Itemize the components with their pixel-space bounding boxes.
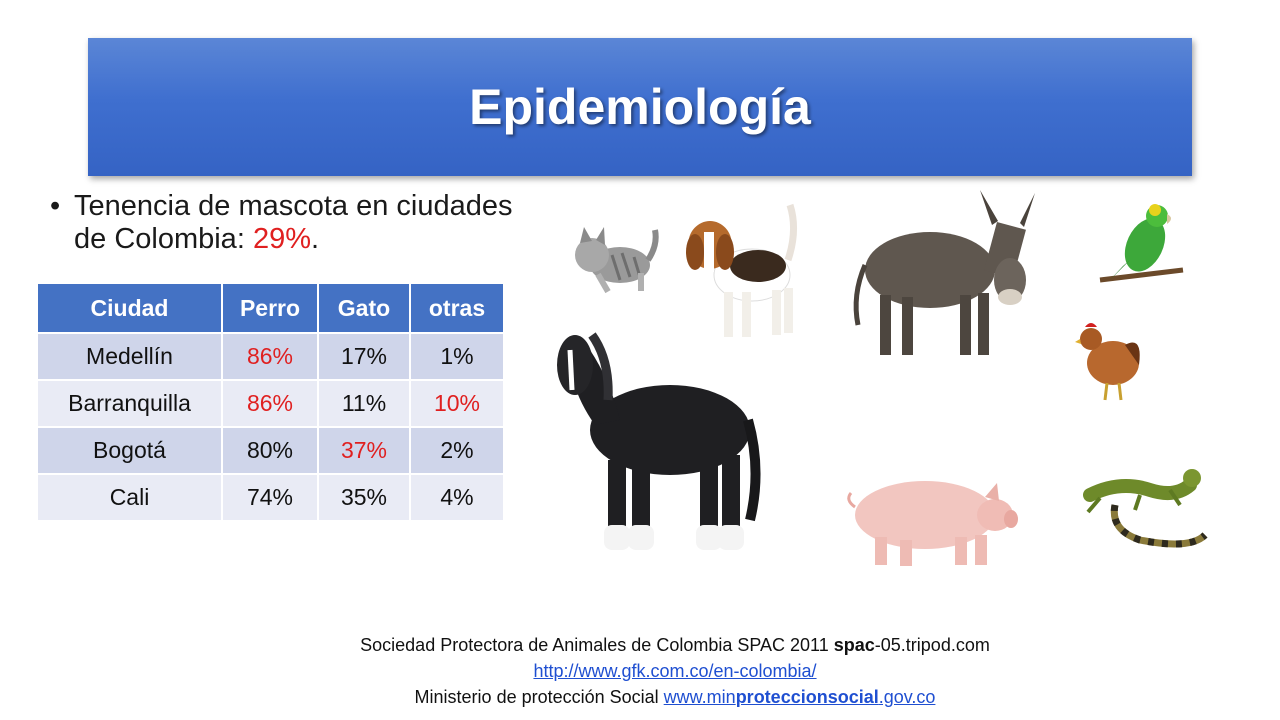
bullet-text: Tenencia de mascota en ciudades de Colom… <box>74 190 513 255</box>
table-row: Barranquilla 86% 11% 10% <box>38 380 505 428</box>
bullet-point: • Tenencia de mascota en ciudades de Col… <box>50 190 520 256</box>
cell-city: Medellín <box>38 333 223 381</box>
cell-perro: 86% <box>222 380 319 428</box>
cell-gato: 17% <box>318 333 411 381</box>
cat-image <box>575 227 659 294</box>
animal-images <box>540 185 1220 585</box>
cell-city: Barranquilla <box>38 380 223 428</box>
source-link-minproteccion[interactable]: www.minproteccionsocial.gov.co <box>663 687 936 707</box>
table-row: Medellín 86% 17% 1% <box>38 333 505 381</box>
header-ciudad: Ciudad <box>38 284 223 334</box>
cell-otras: 10% <box>410 380 505 428</box>
cell-otras: 4% <box>410 474 505 522</box>
pig-image <box>847 481 1018 566</box>
hen-image <box>1075 323 1140 401</box>
beagle-image <box>686 203 797 337</box>
cell-perro: 74% <box>222 474 319 522</box>
cell-perro: 86% <box>222 333 319 381</box>
source-line-3: Ministerio de protección Social www.minp… <box>414 687 936 707</box>
cell-perro: 80% <box>222 427 319 475</box>
bullet-dot-icon: • <box>50 190 61 222</box>
pet-ownership-table: Ciudad Perro Gato otras Medellín 86% 17%… <box>38 284 505 522</box>
donkey-image <box>853 190 1035 355</box>
header-gato: Gato <box>318 284 411 334</box>
parrot-image <box>1099 204 1184 283</box>
table-header-row: Ciudad Perro Gato otras <box>38 284 505 334</box>
cell-otras: 2% <box>410 427 505 475</box>
cell-gato: 37% <box>318 427 411 475</box>
title-bar: Epidemiología <box>88 38 1192 176</box>
slide-title: Epidemiología <box>469 79 811 135</box>
source-link-gfk[interactable]: http://www.gfk.com.co/en-colombia/ <box>533 661 817 681</box>
table-row: Bogotá 80% 37% 2% <box>38 427 505 475</box>
cell-otras: 1% <box>410 333 505 381</box>
source-line-1: Sociedad Protectora de Animales de Colom… <box>360 635 990 655</box>
cell-gato: 11% <box>318 380 411 428</box>
header-otras: otras <box>410 284 505 334</box>
cell-gato: 35% <box>318 474 411 522</box>
horse-image <box>557 332 761 550</box>
cell-city: Cali <box>38 474 223 522</box>
header-perro: Perro <box>222 284 319 334</box>
table-row: Cali 74% 35% 4% <box>38 474 505 522</box>
cell-city: Bogotá <box>38 427 223 475</box>
footer-sources: Sociedad Protectora de Animales de Colom… <box>290 632 1060 710</box>
iguana-image <box>1083 469 1208 548</box>
bullet-highlight: 29% <box>252 223 311 255</box>
